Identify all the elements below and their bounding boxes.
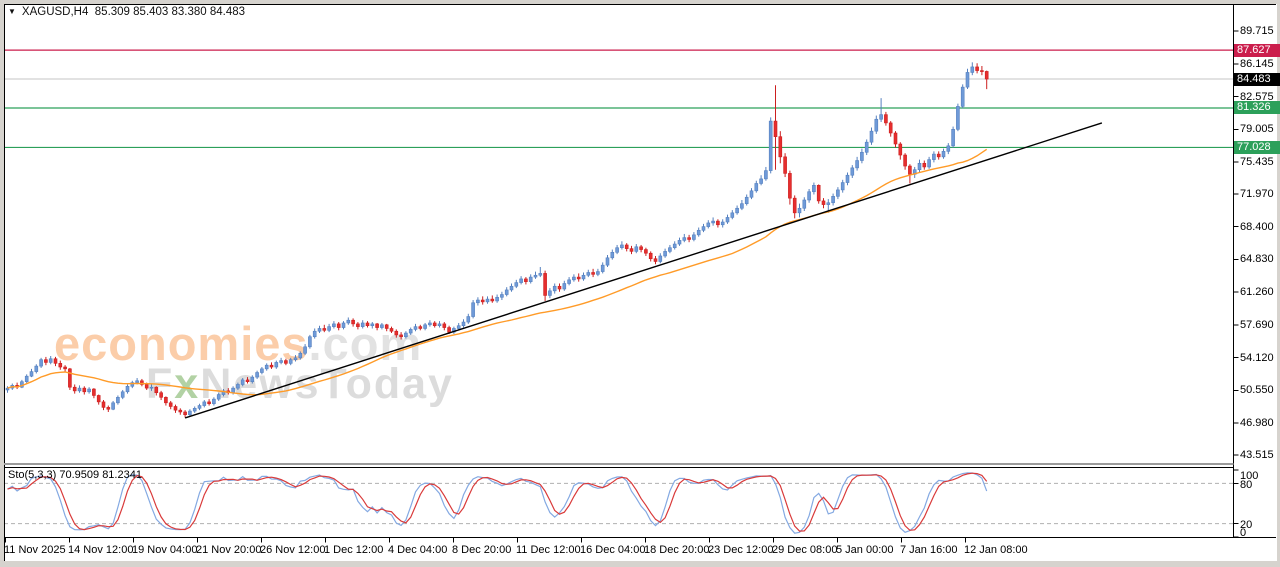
sto-axis-tick-0: 0	[1240, 527, 1247, 539]
price-axis-label: 61.260	[1240, 286, 1274, 299]
watermark-economies: economies	[54, 317, 309, 370]
time-axis-label: 8 Dec 20:00	[452, 544, 512, 556]
time-axis-label: 23 Dec 12:00	[708, 544, 774, 556]
price-tag-current-price: 84.483	[1234, 72, 1280, 86]
chevron-down-icon[interactable]: ▼	[8, 7, 16, 16]
price-axis-label: 75.435	[1240, 156, 1274, 169]
symbol-timeframe: XAGUSD,H4	[21, 6, 89, 18]
price-axis-label: 57.690	[1240, 318, 1274, 331]
ohlc-readout: 85.309 85.403 83.380 84.483	[94, 6, 246, 18]
time-axis-label: 1 Dec 12:00	[324, 544, 384, 556]
watermark-subbrand: FxNewsToday	[146, 360, 454, 409]
price-axis-label: 89.715	[1240, 25, 1274, 37]
time-axis-label: 5 Jan 00:00	[836, 544, 894, 556]
time-axis-label: 14 Nov 12:00	[68, 544, 134, 556]
sto-axis-tick-100: 100	[1240, 470, 1259, 482]
time-axis-label: 29 Dec 08:00	[772, 544, 838, 556]
time-axis-label: 12 Jan 08:00	[964, 544, 1028, 556]
stochastic-label: Sto(5,3,3) 70.9509 81.2341	[8, 469, 142, 481]
price-tag-support-upper: 81.326	[1234, 101, 1280, 115]
stochastic-name: Sto(5,3,3)	[8, 469, 57, 481]
price-axis-label: 46.980	[1240, 417, 1274, 430]
price-tag-support-lower: 77.028	[1234, 140, 1280, 154]
time-axis-label: 26 Nov 12:00	[260, 544, 326, 556]
time-axis-label: 11 Nov 2025	[4, 544, 66, 556]
price-tag-resistance: 87.627	[1234, 43, 1280, 57]
price-axis-label: 68.400	[1240, 220, 1274, 233]
time-axis-label: 19 Nov 04:00	[132, 544, 198, 556]
watermark-brand: economies.com	[54, 316, 422, 371]
price-axis-label: 50.550	[1240, 384, 1274, 397]
stochastic-values: 70.9509 81.2341	[59, 469, 142, 481]
time-axis-label: 21 Nov 20:00	[196, 544, 262, 556]
price-axis-label: 43.515	[1240, 448, 1274, 461]
price-axis-label: 64.830	[1240, 253, 1274, 266]
chart-title: ▼ XAGUSD,H4 85.309 85.403 83.380 84.483	[8, 6, 245, 18]
price-axis-label: 79.005	[1240, 123, 1274, 136]
price-axis-label: 86.145	[1240, 57, 1274, 70]
time-axis-label: 16 Dec 04:00	[580, 544, 646, 556]
time-axis-label: 7 Jan 16:00	[900, 544, 958, 556]
sto-axis-tick-80: 80	[1240, 479, 1253, 491]
watermark-dotcom: .com	[308, 317, 423, 370]
sto-axis-tick-20: 20	[1240, 519, 1253, 531]
price-axis-label: 82.575	[1240, 90, 1274, 103]
price-axis-label: 71.970	[1240, 187, 1274, 200]
watermark-x: x	[174, 360, 201, 408]
price-axis-label: 54.120	[1240, 351, 1274, 364]
time-axis-label: 18 Dec 20:00	[644, 544, 710, 556]
time-axis-label: 11 Dec 12:00	[516, 544, 581, 556]
time-axis-label: 4 Dec 04:00	[388, 544, 448, 556]
